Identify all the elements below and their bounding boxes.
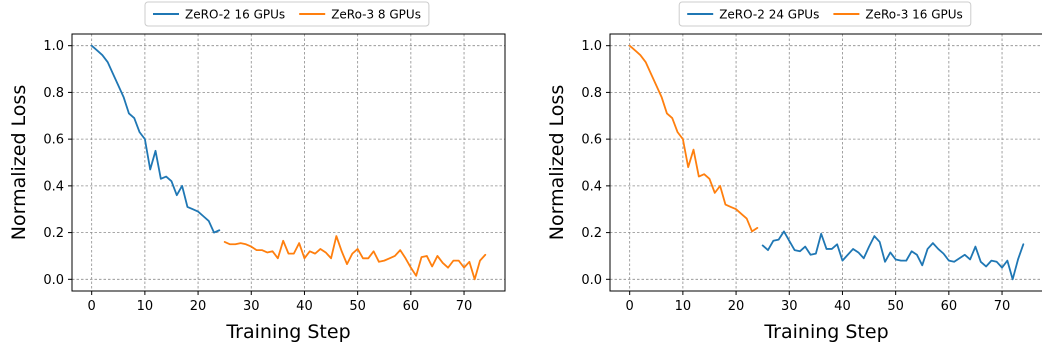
- y-tick-label: 0.8: [581, 86, 602, 101]
- plot-frame: [609, 33, 1042, 292]
- series-line: [223, 235, 487, 281]
- legend-frame: [144, 1, 430, 27]
- legend: ZeRO-2 16 GPUs ZeRo-3 8 GPUs: [144, 1, 430, 27]
- x-tick-label: 0: [626, 299, 634, 314]
- series-line: [761, 230, 1025, 281]
- legend-frame: [678, 1, 972, 27]
- x-tick-label: 40: [834, 299, 851, 314]
- y-tick-label: 0.2: [43, 226, 64, 241]
- x-tick-label: 20: [190, 299, 207, 314]
- chart-2: 0 10 20 30 40 50 60 70 0.0 0.2 0.4 0.6 0.8 1.0 Trainin…: [546, 1, 1042, 343]
- y-tick-label: 1.0: [43, 39, 64, 54]
- y-tick-label: 0.6: [43, 133, 64, 148]
- legend-label: ZeRo-3 16 GPUs: [865, 8, 962, 22]
- y-axis-label: Normalized Loss: [8, 85, 30, 240]
- series-line: [90, 44, 221, 234]
- x-tick-label: 50: [349, 299, 366, 314]
- y-tick-label: 0.2: [581, 226, 602, 241]
- x-tick-label: 40: [296, 299, 313, 314]
- x-tick-label: 30: [243, 299, 260, 314]
- y-tick-label: 1.0: [581, 39, 602, 54]
- y-tick-label: 0.0: [581, 273, 602, 288]
- chart-1: 0 10 20 30 40 50 60 70 0.0 0.2 0.4 0.6 0.8 1.0 Trainin…: [8, 1, 506, 343]
- x-tick-label: 10: [137, 299, 154, 314]
- legend-label: ZeRO-2 24 GPUs: [719, 8, 819, 22]
- series-line: [628, 44, 759, 233]
- y-tick-label: 0.4: [43, 179, 64, 194]
- y-axis-label: Normalized Loss: [546, 85, 568, 240]
- x-tick-label: 10: [675, 299, 692, 314]
- x-tick-label: 20: [728, 299, 745, 314]
- x-tick-label: 60: [403, 299, 420, 314]
- x-tick-label: 70: [994, 299, 1011, 314]
- x-axis-label: Training Step: [225, 321, 350, 343]
- plot-frame: [71, 33, 506, 292]
- y-tick-label: 0.0: [43, 273, 64, 288]
- legend-label: ZeRO-2 16 GPUs: [185, 8, 285, 22]
- legend: ZeRO-2 24 GPUs ZeRo-3 16 GPUs: [678, 1, 972, 27]
- x-tick-label: 0: [88, 299, 96, 314]
- y-tick-label: 0.4: [581, 179, 602, 194]
- y-tick-label: 0.8: [43, 86, 64, 101]
- legend-label: ZeRo-3 8 GPUs: [331, 8, 421, 22]
- y-tick-label: 0.6: [581, 133, 602, 148]
- x-tick-label: 70: [456, 299, 473, 314]
- x-axis-label: Training Step: [763, 321, 888, 343]
- x-tick-label: 50: [887, 299, 904, 314]
- x-tick-label: 60: [941, 299, 958, 314]
- x-tick-label: 30: [781, 299, 798, 314]
